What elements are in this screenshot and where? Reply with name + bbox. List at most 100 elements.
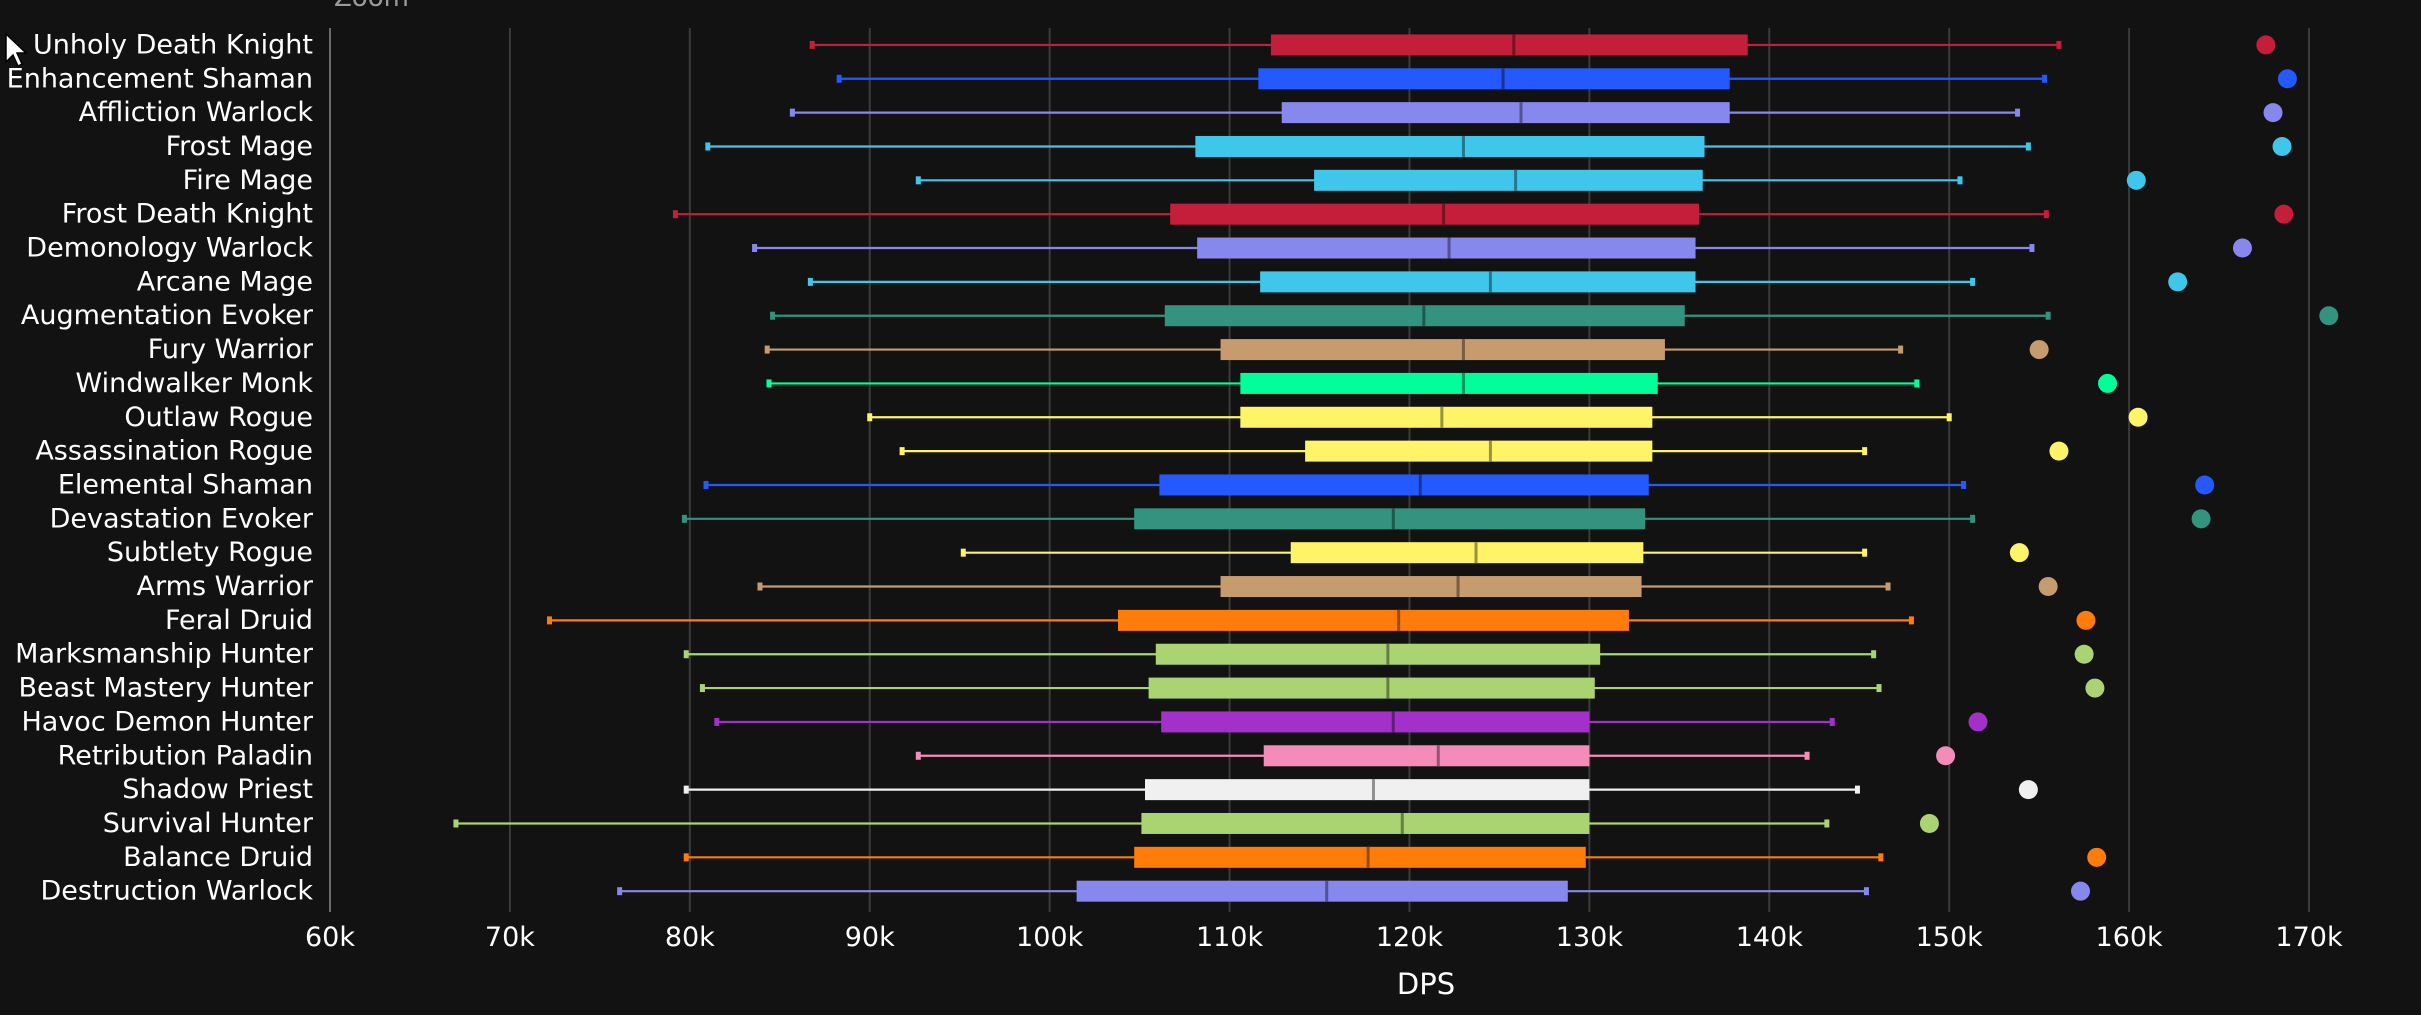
whisker-max-cap-shadow-priest <box>1854 785 1860 794</box>
whisker-max-cap-frost-death-knight <box>2043 210 2049 219</box>
x-tick-label-160k: 160k <box>2096 922 2164 953</box>
zoom-label[interactable]: Zoom <box>334 0 409 13</box>
outlier-assassination-rogue[interactable] <box>2049 441 2069 461</box>
outlier-retribution-paladin[interactable] <box>1936 746 1956 766</box>
whisker-min-cap-outlaw-rogue <box>867 413 873 422</box>
outlier-enhancement-shaman[interactable] <box>2277 69 2297 89</box>
outlier-destruction-warlock[interactable] <box>2071 881 2091 901</box>
box-windwalker-monk[interactable] <box>1240 372 1658 394</box>
outlier-demonology-warlock[interactable] <box>2232 238 2252 258</box>
outlier-unholy-death-knight[interactable] <box>2256 35 2276 55</box>
whisker-max-cap-unholy-death-knight <box>2056 40 2062 49</box>
whisker-min-cap-arms-warrior <box>757 582 763 591</box>
whisker-min-cap-fire-mage <box>915 176 921 185</box>
outlier-augmentation-evoker[interactable] <box>2319 306 2339 326</box>
box-marksmanship-hunter[interactable] <box>1155 643 1601 665</box>
box-affliction-warlock[interactable] <box>1281 102 1730 124</box>
x-tick-label-100k: 100k <box>1016 922 1084 953</box>
outlier-windwalker-monk[interactable] <box>2098 373 2118 393</box>
category-label-enhancement-shaman: Enhancement Shaman <box>7 63 313 94</box>
outlier-havoc-demon-hunter[interactable] <box>1968 712 1988 732</box>
whisker-min-cap-shadow-priest <box>683 785 689 794</box>
box-havoc-demon-hunter[interactable] <box>1161 711 1590 733</box>
box-frost-mage[interactable] <box>1195 135 1705 157</box>
whisker-min-cap-affliction-warlock <box>789 108 795 117</box>
outlier-beast-mastery-hunter[interactable] <box>2085 678 2105 698</box>
whisker-min-cap-retribution-paladin <box>915 751 921 760</box>
outlier-shadow-priest[interactable] <box>2018 780 2038 800</box>
x-tick-label-90k: 90k <box>845 922 895 953</box>
whisker-max-cap-assassination-rogue <box>1862 447 1868 456</box>
outlier-fire-mage[interactable] <box>2126 170 2146 190</box>
box-arcane-mage[interactable] <box>1260 271 1696 293</box>
box-frost-death-knight[interactable] <box>1170 203 1700 225</box>
box-arms-warrior[interactable] <box>1220 576 1642 598</box>
box-fury-warrior[interactable] <box>1220 339 1665 361</box>
category-label-devastation-evoker: Devastation Evoker <box>50 503 314 534</box>
category-label-marksmanship-hunter: Marksmanship Hunter <box>15 639 314 670</box>
box-assassination-rogue[interactable] <box>1305 440 1653 462</box>
whisker-max-cap-elemental-shaman <box>1961 480 1967 489</box>
outlier-marksmanship-hunter[interactable] <box>2074 644 2094 664</box>
x-axis-title: DPS <box>1397 967 1455 1001</box>
outlier-elemental-shaman[interactable] <box>2195 475 2215 495</box>
whisker-min-cap-frost-death-knight <box>672 210 678 219</box>
box-outlaw-rogue[interactable] <box>1240 406 1653 428</box>
outlier-subtlety-rogue[interactable] <box>2009 543 2029 563</box>
box-survival-hunter[interactable] <box>1141 812 1590 834</box>
outlier-feral-druid[interactable] <box>2076 610 2096 630</box>
category-label-outlaw-rogue: Outlaw Rogue <box>124 402 313 433</box>
whisker-max-cap-frost-mage <box>2025 142 2031 151</box>
whisker-max-cap-affliction-warlock <box>2015 108 2021 117</box>
box-subtlety-rogue[interactable] <box>1290 542 1644 564</box>
whisker-min-cap-destruction-warlock <box>617 887 623 896</box>
category-label-assassination-rogue: Assassination Rogue <box>35 436 313 467</box>
outlier-affliction-warlock[interactable] <box>2263 103 2283 123</box>
outlier-outlaw-rogue[interactable] <box>2128 407 2148 427</box>
category-label-arms-warrior: Arms Warrior <box>137 571 314 602</box>
box-retribution-paladin[interactable] <box>1263 745 1590 767</box>
outlier-devastation-evoker[interactable] <box>2191 509 2211 529</box>
box-destruction-warlock[interactable] <box>1076 880 1568 902</box>
category-label-frost-mage: Frost Mage <box>166 131 313 162</box>
outlier-frost-death-knight[interactable] <box>2274 204 2294 224</box>
whisker-min-cap-assassination-rogue <box>899 447 905 456</box>
whisker-min-cap-fury-warrior <box>764 345 770 354</box>
category-label-windwalker-monk: Windwalker Monk <box>75 368 313 399</box>
whisker-min-cap-arcane-mage <box>807 277 813 286</box>
whisker-max-cap-augmentation-evoker <box>2045 311 2051 320</box>
box-fire-mage[interactable] <box>1314 169 1703 191</box>
box-devastation-evoker[interactable] <box>1134 508 1646 530</box>
box-demonology-warlock[interactable] <box>1197 237 1696 259</box>
x-tick-label-130k: 130k <box>1556 922 1624 953</box>
box-unholy-death-knight[interactable] <box>1270 34 1748 56</box>
category-label-affliction-warlock: Affliction Warlock <box>79 97 314 128</box>
box-elemental-shaman[interactable] <box>1159 474 1649 496</box>
whisker-max-cap-marksmanship-hunter <box>1871 650 1877 659</box>
category-label-augmentation-evoker: Augmentation Evoker <box>21 300 314 331</box>
outlier-frost-mage[interactable] <box>2272 136 2292 156</box>
outlier-survival-hunter[interactable] <box>1919 813 1939 833</box>
boxes <box>1076 34 1748 902</box>
whisker-max-cap-destruction-warlock <box>1863 887 1869 896</box>
category-label-elemental-shaman: Elemental Shaman <box>58 469 313 500</box>
category-label-balance-druid: Balance Druid <box>123 842 313 873</box>
x-tick-label-150k: 150k <box>1916 922 1984 953</box>
box-shadow-priest[interactable] <box>1144 779 1590 801</box>
box-beast-mastery-hunter[interactable] <box>1148 677 1595 699</box>
whisker-min-cap-beast-mastery-hunter <box>699 684 705 693</box>
outlier-fury-warrior[interactable] <box>2029 340 2049 360</box>
whisker-min-cap-feral-druid <box>546 616 552 625</box>
whisker-max-cap-retribution-paladin <box>1804 751 1810 760</box>
outlier-balance-druid[interactable] <box>2087 847 2107 867</box>
whisker-min-cap-marksmanship-hunter <box>683 650 689 659</box>
whisker-min-cap-frost-mage <box>705 142 711 151</box>
box-balance-druid[interactable] <box>1134 846 1586 868</box>
whisker-max-cap-enhancement-shaman <box>2042 74 2048 83</box>
box-enhancement-shaman[interactable] <box>1258 68 1730 90</box>
outlier-arcane-mage[interactable] <box>2168 272 2188 292</box>
outlier-points <box>1919 35 2339 901</box>
outlier-arms-warrior[interactable] <box>2038 577 2058 597</box>
whisker-max-cap-demonology-warlock <box>2029 244 2035 253</box>
box-feral-druid[interactable] <box>1118 609 1629 631</box>
